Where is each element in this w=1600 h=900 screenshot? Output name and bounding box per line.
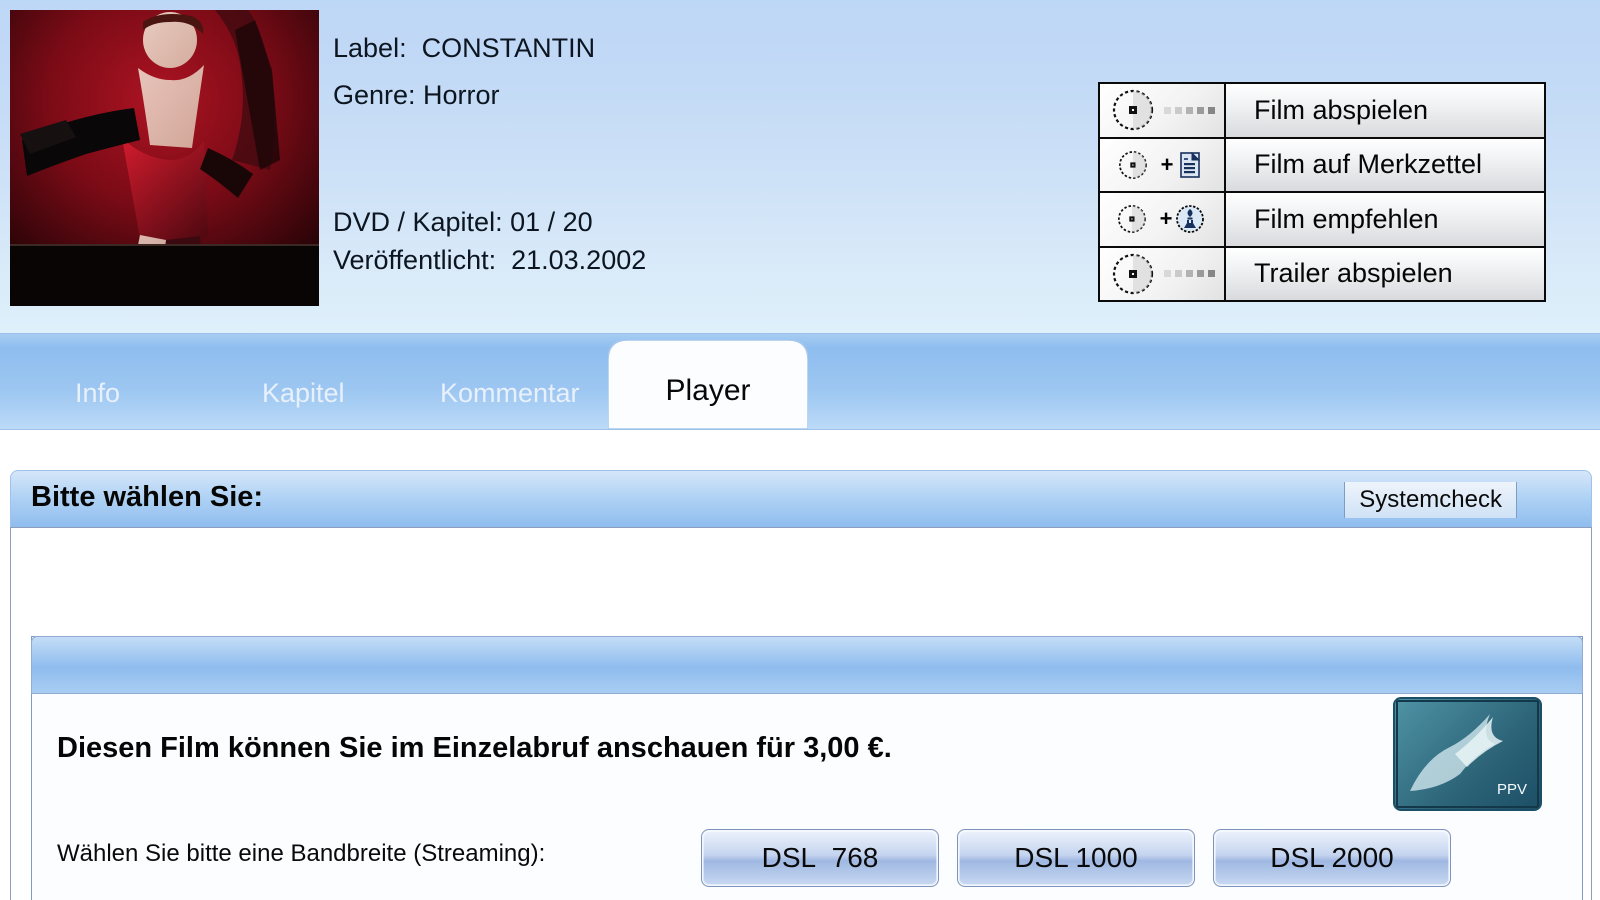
svg-text:PPV: PPV — [1497, 781, 1527, 798]
